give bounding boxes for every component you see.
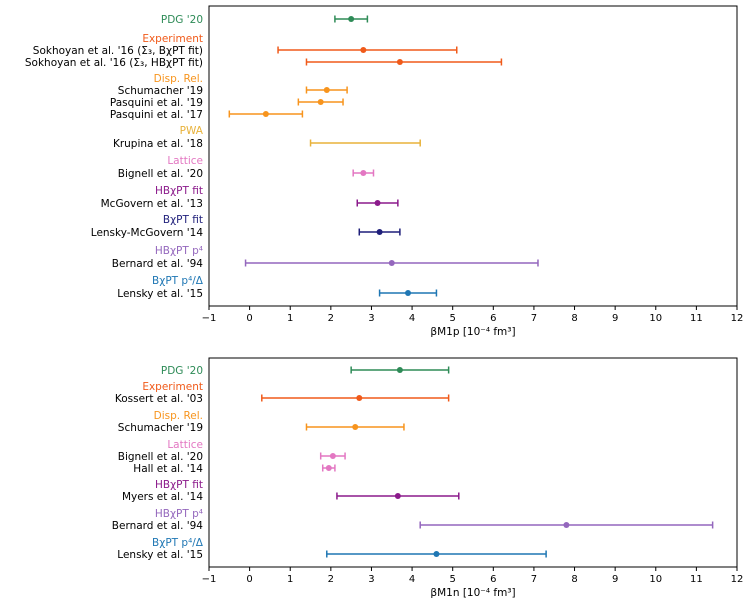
group-label: Disp. Rel. [154,410,203,422]
group-label: PDG '20 [161,14,203,26]
plot-frame [208,357,738,568]
entry-label: McGovern et al. '13 [101,198,203,210]
x-tick-label: 10 [649,574,662,585]
data-point [317,99,324,105]
x-tick-label: 7 [531,574,537,585]
x-tick-label: 0 [246,313,252,324]
group-label: BχPT p⁴/Δ [152,275,204,287]
entry-label: Lensky et al. '15 [117,549,203,561]
group-label: HBχPT p⁴ [155,508,203,520]
x-tick-label: 4 [409,313,415,324]
x-tick-label: 2 [328,313,334,324]
x-tick-label: 9 [612,313,618,324]
x-tick-label: 5 [450,574,456,585]
x-tick-label: 12 [731,574,744,585]
data-point [360,170,367,176]
x-tick-label: 10 [649,313,662,324]
entry-label: Schumacher '19 [118,85,203,97]
x-tick-label: 7 [531,313,537,324]
x-axis-label: βM1p [10⁻⁴ fm³] [430,326,515,338]
x-tick-label: 8 [571,574,577,585]
data-point [433,551,440,557]
x-tick-label: 9 [612,574,618,585]
data-point [325,465,332,471]
data-point [262,111,269,117]
group-label: Disp. Rel. [154,73,203,85]
group-label: HBχPT p⁴ [155,245,203,257]
group-label: BχPT p⁴/Δ [152,537,204,549]
x-tick-label: 2 [328,574,334,585]
data-point [563,522,570,528]
group-label: BχPT fit [163,214,203,226]
x-tick-label: 3 [368,313,374,324]
group-label: HBχPT fit [155,479,203,491]
x-tick-label: −1 [202,313,217,324]
data-point [388,260,395,266]
x-tick-label: 6 [490,574,496,585]
x-tick-label: −1 [202,574,217,585]
x-tick-label: 8 [571,313,577,324]
group-label: HBχPT fit [155,185,203,197]
x-tick-label: 1 [287,574,293,585]
data-point [360,47,367,53]
x-tick-label: 4 [409,574,415,585]
entry-label: Bernard et al. '94 [112,520,204,532]
entry-label: Sokhoyan et al. '16 (Σ₃, HBχPT fit) [25,57,203,69]
data-point [329,453,336,459]
data-point [396,59,403,65]
data-point [348,16,355,22]
entry-label: Bignell et al. '20 [118,168,203,180]
entry-label: Lensky-McGovern '14 [91,227,204,239]
x-axis-label: βM1n [10⁻⁴ fm³] [430,587,515,599]
x-tick-label: 12 [731,313,744,324]
data-point [352,424,359,430]
x-tick-label: 6 [490,313,496,324]
data-point [405,290,412,296]
group-label: Lattice [167,439,203,451]
entry-label: Kossert et al. '03 [115,393,203,405]
x-tick-label: 5 [450,313,456,324]
x-tick-label: 1 [287,313,293,324]
entry-label: Pasquini et al. '19 [110,97,203,109]
data-point [376,229,383,235]
x-tick-label: 11 [690,574,703,585]
entry-label: Hall et al. '14 [133,463,203,475]
entry-label: Sokhoyan et al. '16 (Σ₃, BχPT fit) [33,45,203,57]
plot-frame [208,5,738,307]
entry-label: Pasquini et al. '17 [110,109,203,121]
data-point [374,200,381,206]
group-label: Experiment [142,381,203,393]
entry-label: Bignell et al. '20 [118,451,203,463]
group-label: PDG '20 [161,365,203,377]
entry-label: Myers et al. '14 [122,491,203,503]
data-point [396,367,403,373]
entry-label: Schumacher '19 [118,422,203,434]
data-point [394,493,401,499]
x-tick-label: 11 [690,313,703,324]
x-tick-label: 0 [246,574,252,585]
group-label: Lattice [167,155,203,167]
data-point [323,87,330,93]
x-tick-label: 3 [368,574,374,585]
group-label: PWA [180,125,204,137]
entry-label: Krupina et al. '18 [113,138,203,150]
entry-label: Bernard et al. '94 [112,258,204,270]
group-label: Experiment [142,33,203,45]
entry-label: Lensky et al. '15 [117,288,203,300]
data-point [356,395,363,401]
